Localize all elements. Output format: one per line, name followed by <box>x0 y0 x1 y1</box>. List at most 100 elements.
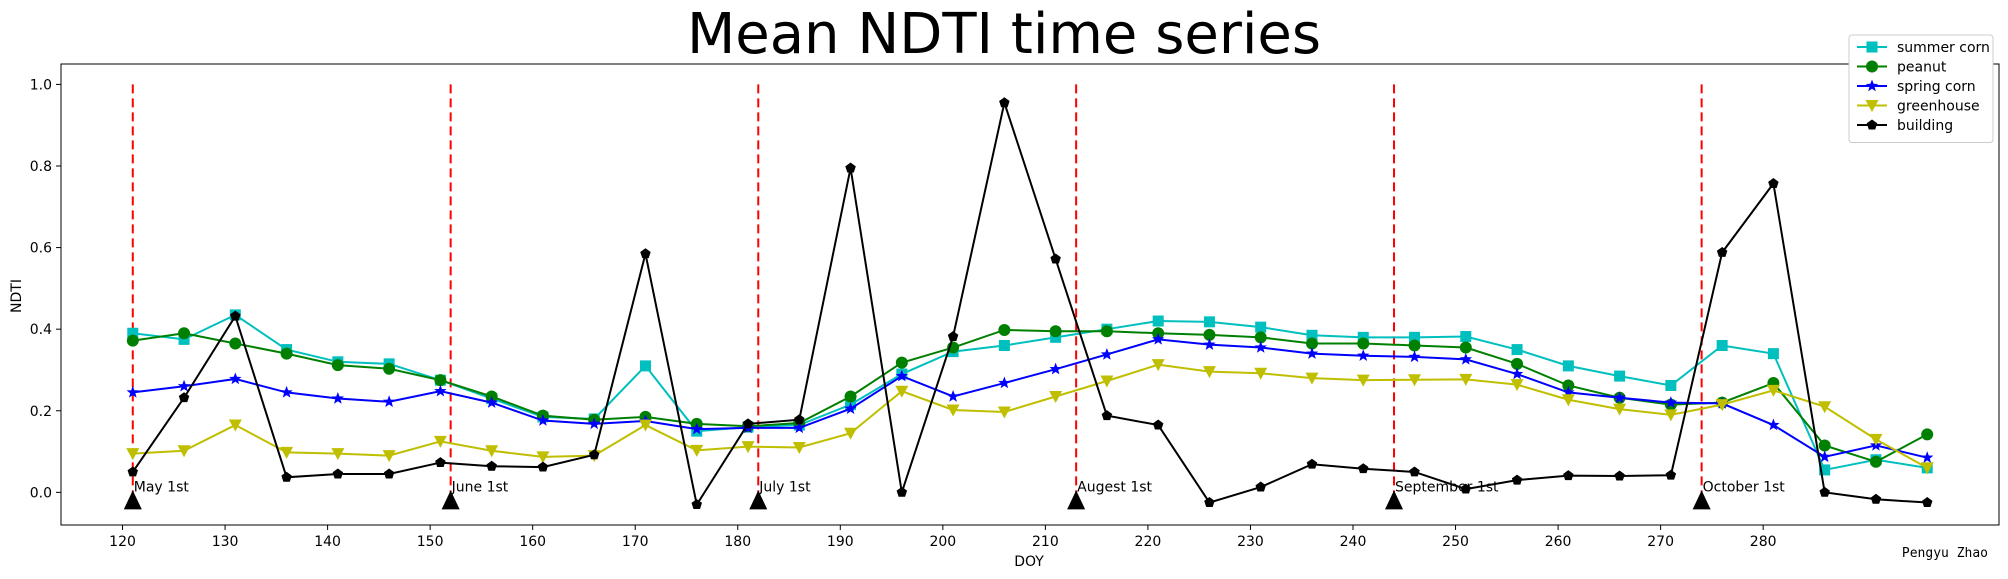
data-point <box>1254 367 1268 380</box>
data-point <box>536 451 550 464</box>
data-point <box>1819 464 1831 476</box>
data-point <box>1870 493 1882 504</box>
x-tick-label: 220 <box>1135 534 1162 550</box>
x-tick-label: 150 <box>417 534 444 550</box>
data-point <box>433 435 447 448</box>
data-point <box>1818 401 1832 414</box>
data-point <box>1459 341 1472 354</box>
legend-label: building <box>1897 118 1953 134</box>
data-point <box>1100 375 1114 388</box>
data-point <box>1866 60 1878 73</box>
data-point <box>1152 315 1164 327</box>
data-point <box>178 392 190 403</box>
data-point <box>1921 497 1933 508</box>
data-point <box>281 471 292 482</box>
data-point <box>794 414 805 425</box>
data-point <box>1613 391 1626 403</box>
data-point <box>228 419 242 432</box>
axes: 120 130 140 150 160 170 180 190 200 210 220 230 240 2… <box>30 63 2000 550</box>
data-point <box>230 310 241 321</box>
data-point <box>1357 337 1370 350</box>
data-point <box>998 376 1011 389</box>
data-point <box>229 337 242 350</box>
data-point <box>1202 366 1216 379</box>
month-label: October 1st <box>1703 479 1786 495</box>
data-point <box>1866 119 1878 130</box>
data-point <box>1869 455 1882 468</box>
data-point <box>1358 463 1369 474</box>
legend-entry-building: building <box>1857 118 1953 134</box>
data-point <box>1716 246 1728 257</box>
data-point <box>1818 439 1831 452</box>
data-point <box>1254 341 1267 353</box>
x-tick-label: 170 <box>622 534 649 550</box>
data-point <box>1459 352 1472 365</box>
data-point <box>435 457 446 468</box>
data-point <box>486 460 497 471</box>
data-point <box>1305 337 1318 350</box>
data-point <box>1305 372 1319 385</box>
data-point <box>229 372 242 385</box>
data-point <box>485 445 499 458</box>
data-point <box>1460 331 1472 343</box>
month-marker-triangle <box>1385 490 1404 510</box>
series-line-building <box>131 98 1928 508</box>
data-point <box>793 421 806 434</box>
data-point <box>280 385 293 398</box>
series-building <box>127 97 1933 510</box>
data-point <box>127 466 139 477</box>
data-point <box>1409 331 1421 343</box>
data-point <box>1767 418 1780 431</box>
data-point <box>1511 357 1524 370</box>
data-point <box>1050 253 1061 264</box>
legend: summer corn peanut spring corn greenhouse bu… <box>1848 34 1994 143</box>
data-point <box>178 327 191 340</box>
data-point <box>1151 332 1165 345</box>
x-tick-label: 180 <box>724 534 751 550</box>
data-point <box>895 385 909 398</box>
data-point <box>946 404 960 417</box>
data-point <box>1510 367 1524 380</box>
data-point <box>997 406 1011 419</box>
series-line-spring-corn <box>132 338 1928 459</box>
data-point <box>1050 331 1062 343</box>
plot-area: May 1st June 1st July 1st Augest 1st Septemb… <box>123 84 1934 510</box>
data-point <box>998 339 1010 351</box>
month-label: May 1st <box>134 479 190 495</box>
x-tick-label: 140 <box>314 534 341 550</box>
data-point <box>1665 469 1677 480</box>
data-point <box>742 418 754 429</box>
data-point <box>1306 458 1318 469</box>
y-tick-label: 0.2 <box>30 404 52 420</box>
x-tick-label: 270 <box>1647 534 1674 550</box>
x-tick-label: 130 <box>212 534 239 550</box>
x-tick-label: 200 <box>929 534 956 550</box>
chart-title: Mean NDTI time series <box>687 2 1321 67</box>
data-point <box>792 441 806 454</box>
data-point <box>844 390 857 403</box>
data-point <box>1614 470 1625 481</box>
x-tick-label: 190 <box>827 534 854 550</box>
x-tick-label: 260 <box>1545 534 1572 550</box>
data-point <box>126 448 140 461</box>
data-point <box>1049 390 1063 403</box>
data-point <box>280 347 293 360</box>
data-point <box>1203 316 1215 328</box>
legend-label: greenhouse <box>1897 99 1980 115</box>
month-marker-triangle <box>1067 490 1086 510</box>
data-point <box>947 331 959 341</box>
legend-entry-greenhouse: greenhouse <box>1857 99 1980 115</box>
data-point <box>1819 486 1830 497</box>
data-point <box>126 334 139 347</box>
data-point <box>126 385 139 398</box>
data-point <box>383 468 395 479</box>
data-point <box>1921 451 1934 463</box>
y-tick-label: 0.6 <box>30 241 52 257</box>
data-point <box>690 444 704 457</box>
legend-entry-peanut: peanut <box>1857 60 1947 76</box>
x-axis-label: DOY <box>1014 554 1044 570</box>
data-point <box>331 392 345 404</box>
data-point <box>1460 483 1472 494</box>
data-point <box>1511 474 1523 485</box>
data-point <box>895 356 908 369</box>
